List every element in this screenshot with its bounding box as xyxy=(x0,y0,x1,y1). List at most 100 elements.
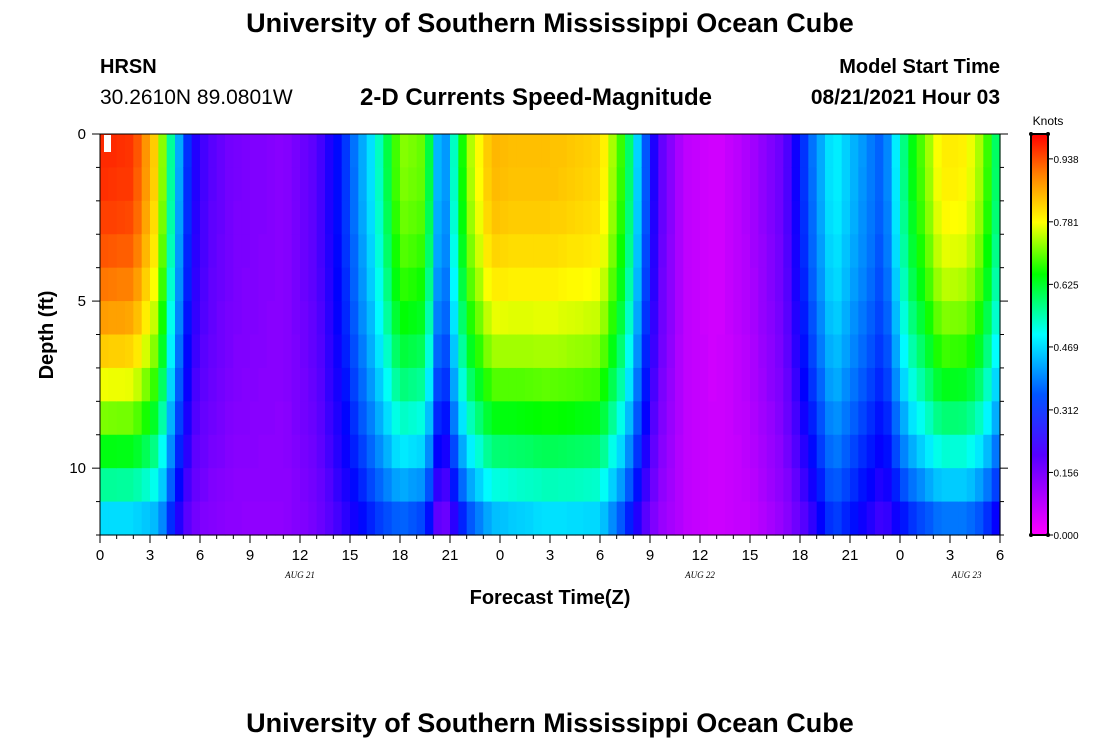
heatmap-cell xyxy=(900,234,909,269)
heatmap-cell xyxy=(533,334,543,369)
y-tick-label: 5 xyxy=(78,293,86,310)
heatmap-cell xyxy=(808,501,818,536)
heatmap-cell xyxy=(975,401,984,436)
heatmap-cell xyxy=(658,234,668,269)
heatmap-cell xyxy=(441,401,451,436)
heatmap-cell xyxy=(200,267,209,302)
heatmap-cell xyxy=(725,334,734,369)
heatmap-cell xyxy=(675,134,684,169)
heatmap-cell xyxy=(600,367,609,402)
heatmap-cell xyxy=(508,401,518,436)
heatmap-cell xyxy=(541,134,551,169)
heatmap-cell xyxy=(175,267,184,302)
heatmap-cell xyxy=(916,334,926,369)
heatmap-cell xyxy=(525,367,534,402)
heatmap-cell xyxy=(650,401,659,436)
heatmap-cell xyxy=(591,334,601,369)
heatmap-cell xyxy=(108,401,118,436)
heatmap-cell xyxy=(225,200,234,235)
heatmap-cell xyxy=(825,367,834,402)
heatmap-cell xyxy=(308,267,318,302)
heatmap-cell xyxy=(341,468,351,503)
heatmap-cell xyxy=(625,267,634,302)
heatmap-cell xyxy=(566,367,576,402)
heatmap-cell xyxy=(275,434,284,469)
heatmap-cell xyxy=(991,468,1001,503)
heatmap-cell xyxy=(808,267,818,302)
heatmap-cell xyxy=(791,334,801,369)
heatmap-cell xyxy=(675,200,684,235)
heatmap-cell xyxy=(633,367,643,402)
heatmap-cell xyxy=(491,134,501,169)
heatmap-cell xyxy=(225,434,234,469)
heatmap-cell xyxy=(500,234,509,269)
heatmap-cell xyxy=(750,367,759,402)
heatmap-cell xyxy=(508,234,518,269)
heatmap-cell xyxy=(150,434,159,469)
heatmap-cell xyxy=(775,200,784,235)
heatmap-cell xyxy=(358,501,368,536)
heatmap-cell xyxy=(975,267,984,302)
heatmap-cell xyxy=(966,468,976,503)
heatmap-cell xyxy=(708,367,718,402)
heatmap-cell xyxy=(533,267,543,302)
heatmap-cell xyxy=(275,301,284,336)
heatmap-cell xyxy=(591,200,601,235)
heatmap-cell xyxy=(308,434,318,469)
heatmap-cell xyxy=(125,234,134,269)
heatmap-cell xyxy=(750,334,759,369)
heatmap-cell xyxy=(908,200,918,235)
heatmap-cell xyxy=(350,367,359,402)
heatmap-cell xyxy=(483,267,493,302)
heatmap-cell xyxy=(916,501,926,536)
heatmap-cell xyxy=(275,401,284,436)
heatmap-cell xyxy=(200,401,209,436)
colorbar-ticks: 0.000 0.156 0.312 0.469 0.625 0.781 0.938 xyxy=(1029,132,1079,542)
heatmap-cell xyxy=(391,334,401,369)
colorbar-unit-label: Knots xyxy=(1033,114,1064,128)
heatmap-cell xyxy=(150,167,159,202)
heatmap-cell xyxy=(908,367,918,402)
heatmap-cell xyxy=(216,167,226,202)
heatmap-cell xyxy=(675,334,684,369)
heatmap-cell xyxy=(366,200,376,235)
heatmap-cell xyxy=(358,434,368,469)
heatmap-cell xyxy=(375,200,384,235)
heatmap-cell xyxy=(425,401,434,436)
heatmap-cell xyxy=(416,501,426,536)
heatmap-cell xyxy=(458,367,468,402)
heatmap-cell xyxy=(175,434,184,469)
heatmap-cell xyxy=(550,501,559,536)
heatmap-cell xyxy=(733,167,743,202)
heatmap-cell xyxy=(858,468,868,503)
x-tick-label: 12 xyxy=(292,547,309,564)
heatmap-cell xyxy=(891,301,901,336)
heatmap-cell xyxy=(216,468,226,503)
heatmap-cell xyxy=(808,134,818,169)
heatmap-cell xyxy=(933,200,943,235)
heatmap-cell xyxy=(250,367,259,402)
heatmap-cell xyxy=(658,434,668,469)
heatmap-cell xyxy=(841,367,851,402)
heatmap-cell xyxy=(391,234,401,269)
model-start-label: Model Start Time xyxy=(839,56,1000,78)
heatmap-cell xyxy=(950,501,959,536)
heatmap-cell xyxy=(191,267,201,302)
heatmap-cell xyxy=(566,468,576,503)
heatmap-cell xyxy=(933,134,943,169)
heatmap-cell xyxy=(116,167,126,202)
heatmap-cell xyxy=(283,334,293,369)
heatmap-cell xyxy=(133,401,143,436)
heatmap-cell xyxy=(500,367,509,402)
heatmap-cell xyxy=(858,200,868,235)
heatmap-cell xyxy=(808,468,818,503)
heatmap-cell xyxy=(758,468,768,503)
heatmap-cell xyxy=(683,468,693,503)
heatmap-cell xyxy=(383,234,393,269)
heatmap-cell xyxy=(716,401,726,436)
heatmap-cell xyxy=(358,167,368,202)
heatmap-cell xyxy=(625,367,634,402)
heatmap-cell xyxy=(200,367,209,402)
heatmap-cell xyxy=(325,401,334,436)
x-tick-label: 21 xyxy=(842,547,859,564)
